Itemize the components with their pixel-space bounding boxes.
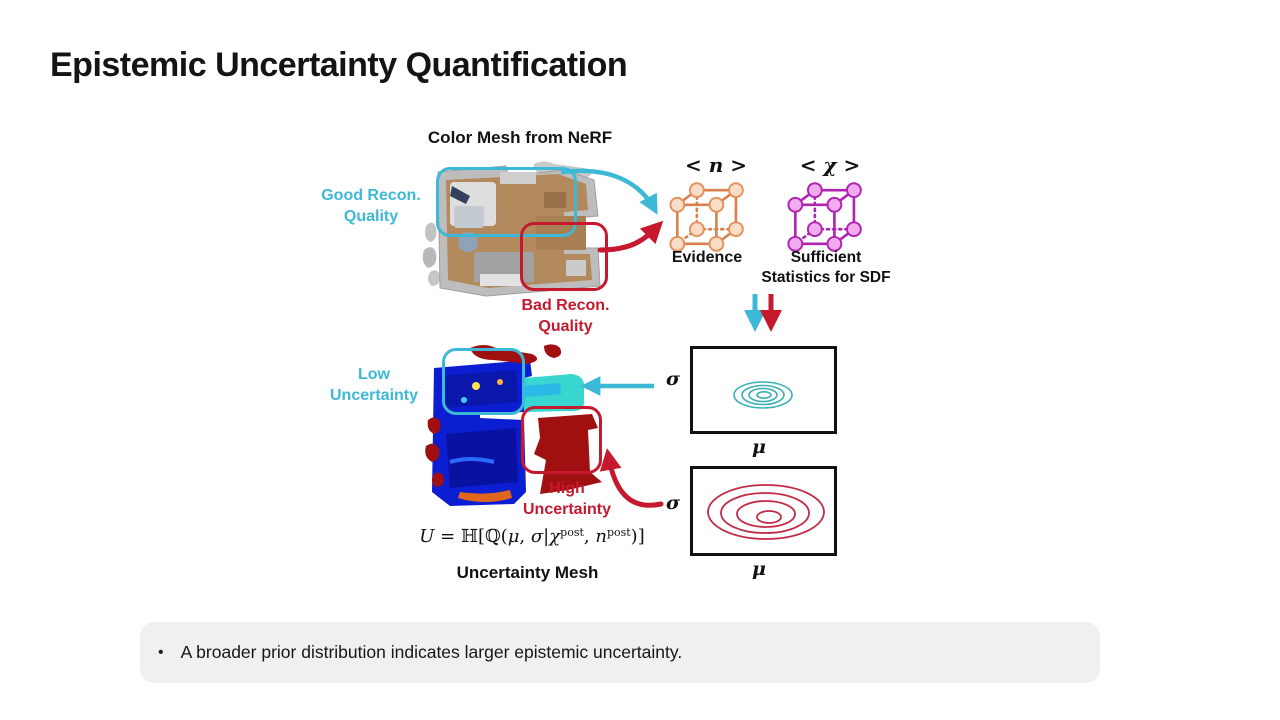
low-uncertainty-label: Low Uncertainty (329, 366, 419, 404)
broad-contours (707, 484, 825, 540)
evidence-cube-icon (669, 182, 744, 252)
uncertainty-mesh-image (425, 344, 602, 506)
high-uncertainty-roi (521, 406, 602, 474)
high-uncertainty-label: High Uncertainty (522, 480, 612, 518)
takeaway-note: • A broader prior distribution indicates… (140, 622, 1100, 683)
evidence-label: Evidence (671, 249, 743, 266)
broad-prior-plot (690, 466, 837, 556)
bullet-marker: • (158, 643, 164, 661)
sigma-axis-label-2: σ (666, 492, 681, 514)
bad-recon-label: Bad Recon. Quality (521, 297, 610, 335)
sufficient-stats-label: Sufficient Statistics for SDF (761, 249, 891, 286)
sigma-axis-label-1: σ (666, 368, 681, 390)
bad-recon-roi (520, 222, 608, 291)
uncertainty-mesh-title: Uncertainty Mesh (456, 563, 599, 582)
page-title: Epistemic Uncertainty Quantification (50, 46, 628, 84)
color-mesh-title: Color Mesh from NeRF (427, 128, 613, 147)
evidence-symbol: < n > (685, 153, 747, 177)
sufficient-stats-cube-icon (787, 182, 862, 252)
uncertainty-formula: U = ℍ[ℚ(μ, σ|χpost, npost)] (419, 526, 645, 547)
mu-axis-label-2: μ (752, 558, 766, 580)
mu-axis-label-1: μ (752, 436, 766, 458)
good-recon-label: Good Recon. Quality (321, 187, 421, 225)
narrow-prior-plot (690, 346, 837, 434)
sufficient-stats-symbol: < χ > (799, 153, 861, 177)
narrow-contours (733, 381, 793, 409)
low-uncertainty-roi (442, 348, 525, 415)
takeaway-text: A broader prior distribution indicates l… (180, 642, 683, 662)
